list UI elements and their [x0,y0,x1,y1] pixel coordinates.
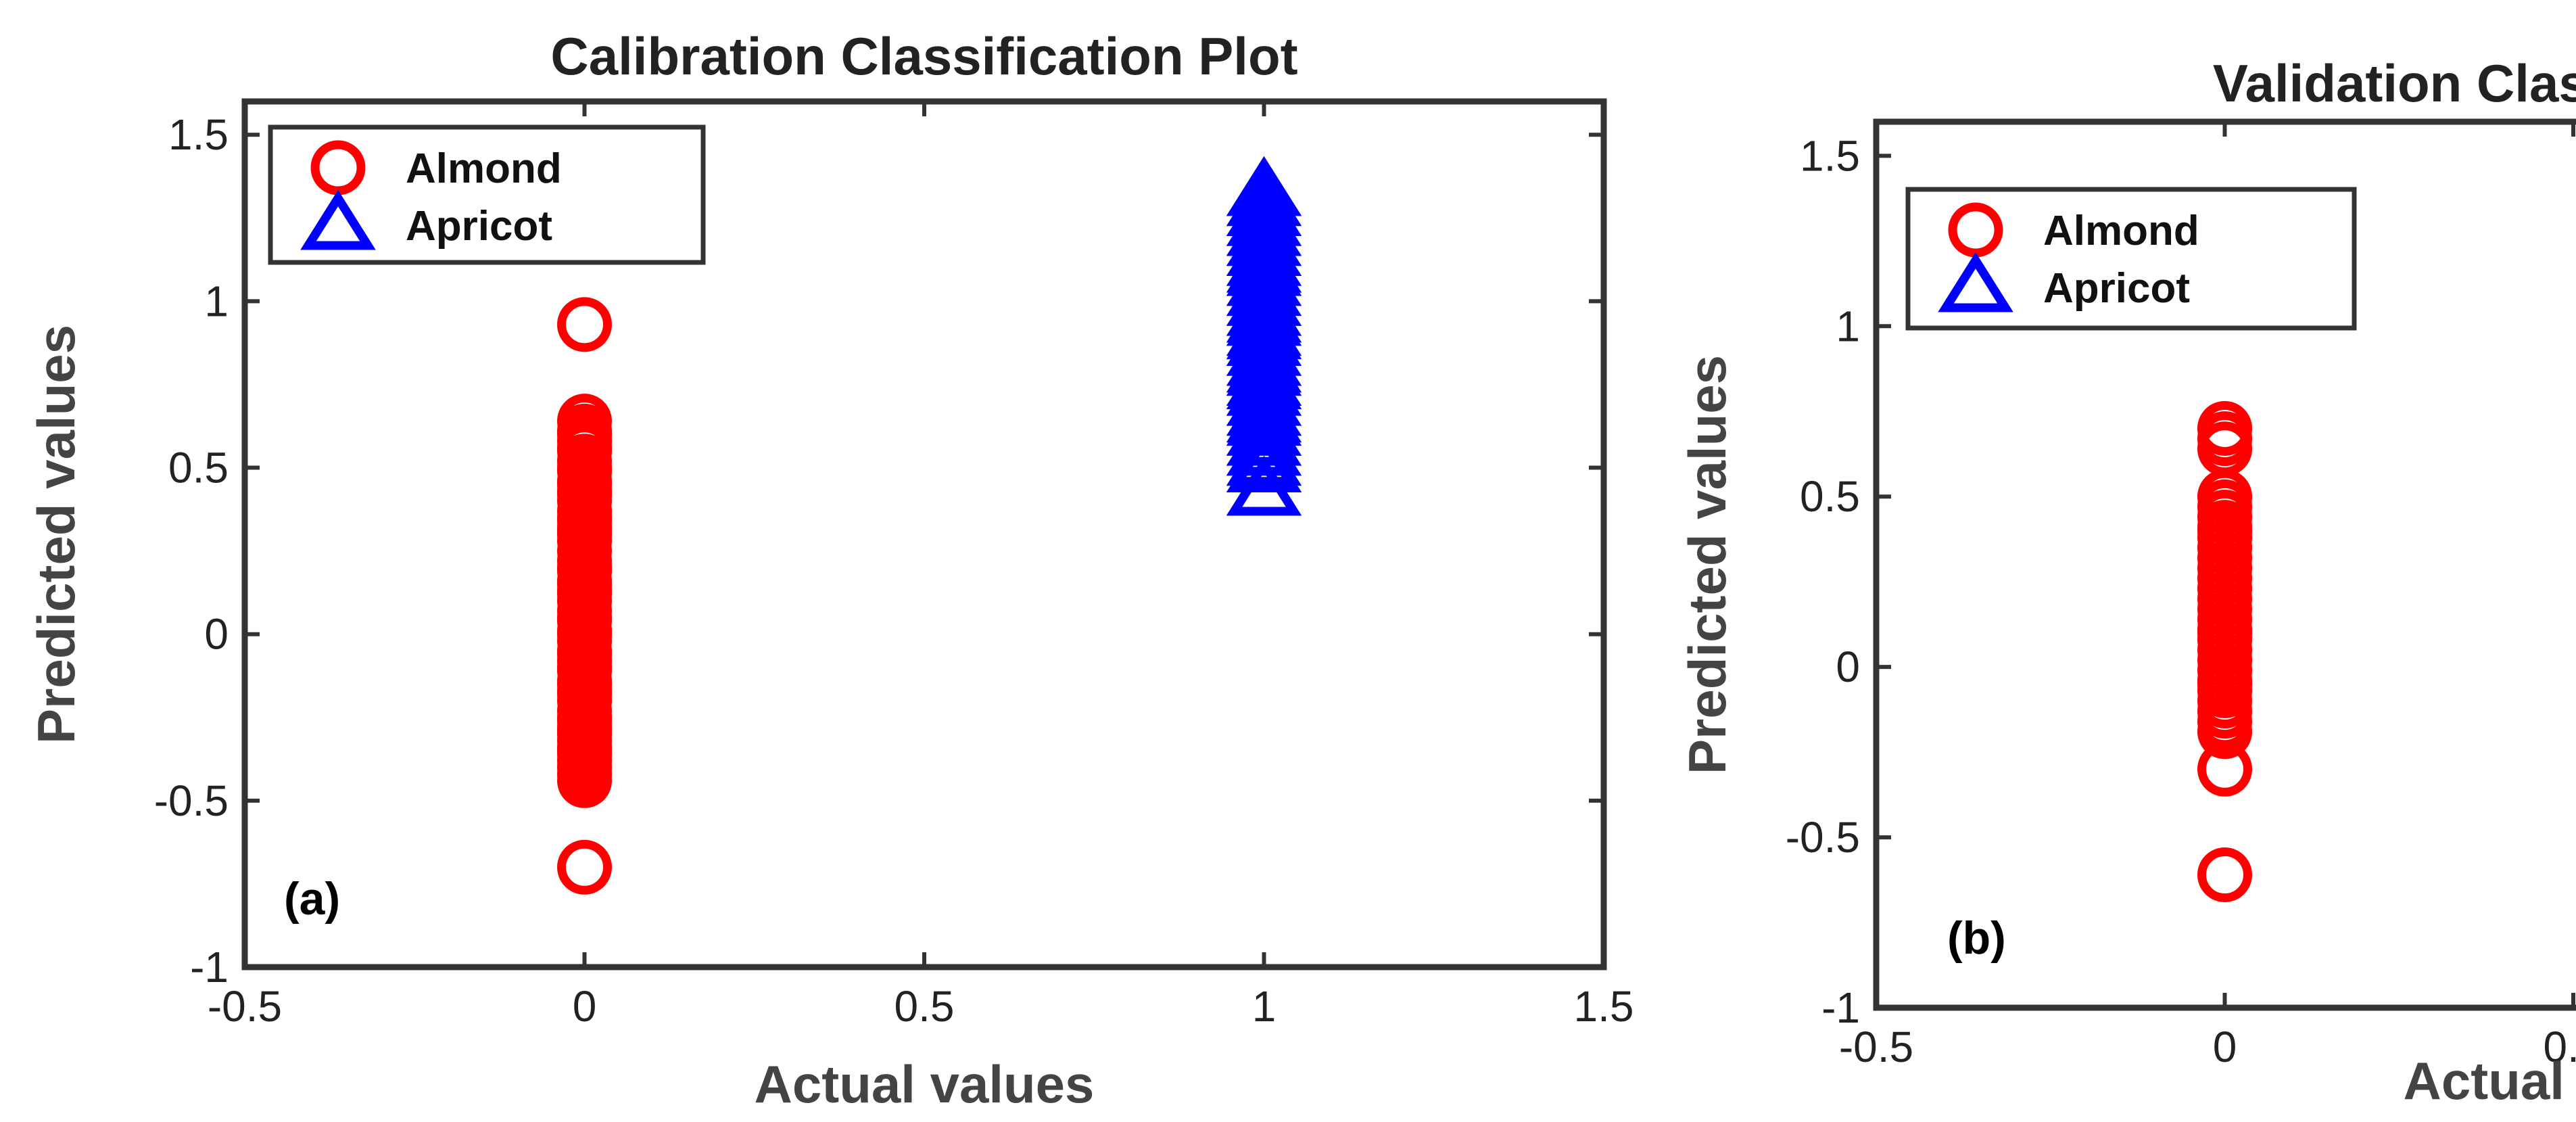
almond-point [2197,847,2252,902]
almond-point [557,467,612,522]
calibration-panel: Calibration Classification Plot -0.5 0 0.5… [26,26,1633,1114]
validation-panel: Validation Classification Plot -0.5 0 0.5 1… [1677,53,2576,1111]
panel-label: (b) [1947,912,2006,964]
almond-point [557,839,612,895]
y-tick-label: -1 [1821,983,1860,1032]
panel-label: (a) [284,873,340,925]
legend-box [268,124,706,265]
y-tick-label: 1.5 [168,110,229,159]
y-tick-label: 1 [1836,302,1860,350]
apricot-point [1226,349,1302,409]
y-tick-label: -0.5 [1786,813,1860,862]
legend-label-apricot: Apricot [406,203,552,250]
apricot-point [1226,382,1302,443]
x-tick-label: 0.5 [895,982,955,1031]
legend-triangle-icon [300,189,376,250]
almond-point [557,500,612,555]
chart-title: Calibration Classification Plot [550,26,1297,86]
x-tick-label: -0.5 [1839,1023,1913,1071]
apricot-point [1226,455,1302,516]
chart-title: Validation Classification Plot [2213,53,2576,113]
x-tick-label: 0 [2213,1023,2237,1071]
y-axis-label: Predicted values [26,325,86,744]
x-tick-label: -0.5 [208,982,282,1031]
almond-point [557,297,612,352]
y-tick-label: 1 [204,277,229,325]
axis-ticks: -0.500.511.5-1-0.500.511.5 [1786,122,2576,1071]
almond-point [557,666,612,722]
almond-point [2197,503,2252,559]
almond-point [557,590,612,645]
data-markers [557,156,1302,895]
legend: Almond Apricot [268,124,706,265]
almond-point [2197,656,2252,711]
data-markers [2197,400,2252,902]
legend-label-almond: Almond [406,145,562,192]
x-tick-label: 1 [1252,982,1277,1031]
legend-triangle-icon [1938,252,2013,312]
y-tick-label: 0 [204,610,229,659]
legend-triangle-icon [1938,252,2013,312]
x-axis-label: Actual values [755,1054,1095,1114]
almond-point [557,626,612,682]
apricot-point [1226,432,1302,493]
apricot-point [1226,299,1302,360]
almond-point [2197,741,2252,797]
x-tick-label: 0.5 [2544,1023,2576,1071]
y-tick-label: -0.5 [154,776,229,825]
legend-triangle-icon [300,189,376,250]
almond-point [2197,605,2252,661]
y-tick-label: 0 [1836,642,1860,691]
y-tick-label: 0.5 [1800,472,1860,521]
x-tick-label: 1.5 [1574,982,1634,1031]
apricot-point [1226,396,1302,456]
almond-point [557,720,612,775]
legend-label-apricot: Apricot [2043,265,2190,312]
legend: Almond Apricot [1905,187,2357,331]
x-tick-label: 0 [573,982,597,1031]
y-tick-label: 1.5 [1800,131,1860,180]
x-axis-label: Actual values [2404,1051,2576,1111]
almond-point [557,700,612,755]
almond-point [557,567,612,622]
y-axis-label: Predicted values [1677,355,1737,774]
y-tick-label: 0.5 [168,444,229,492]
legend-label-almond: Almond [2043,208,2199,254]
y-tick-label: -1 [190,943,229,991]
